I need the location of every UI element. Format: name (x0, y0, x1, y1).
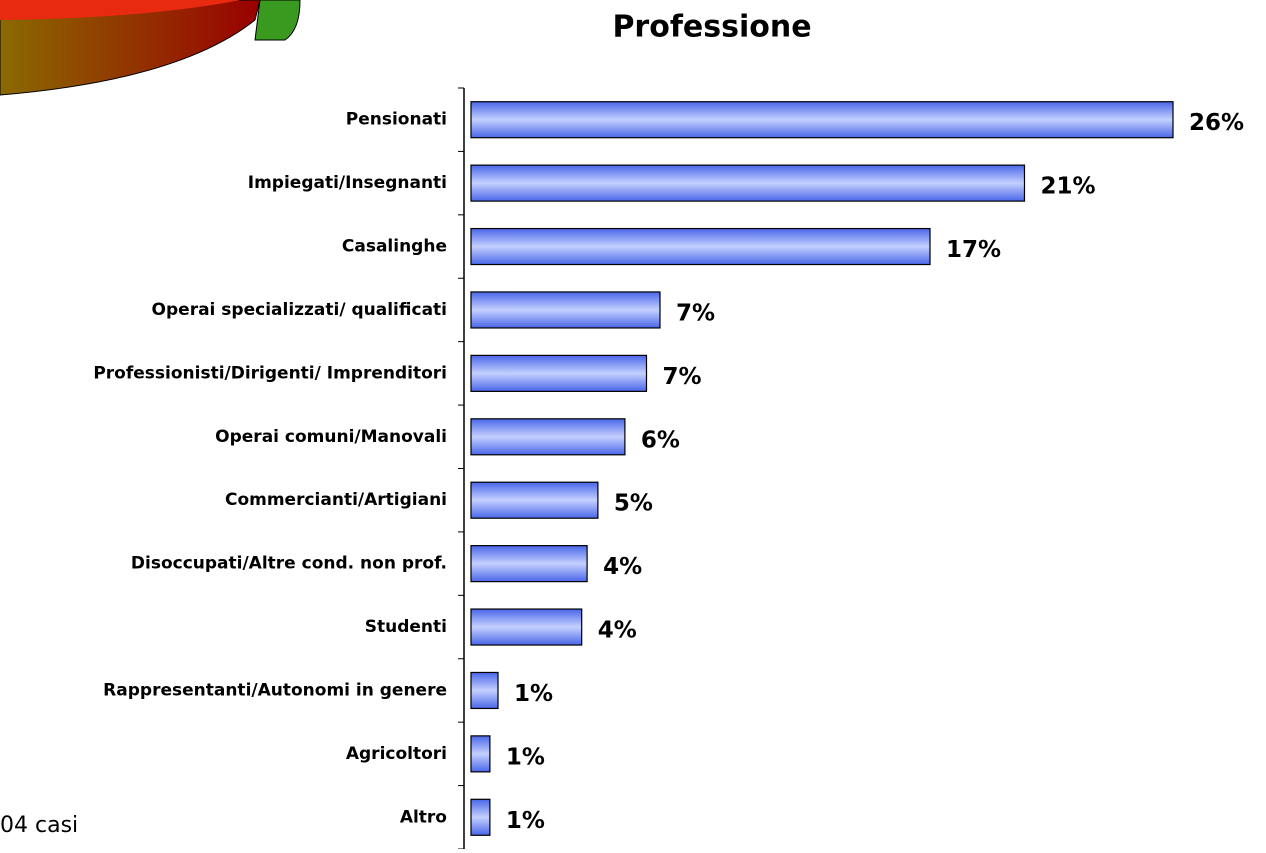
bar (470, 735, 491, 773)
y-tick-label: Rappresentanti/Autonomi in genere (103, 680, 447, 700)
value-label: 17% (946, 237, 1001, 263)
value-label: 1% (506, 808, 545, 834)
bar (470, 354, 648, 392)
y-tick-label: Pensionati (346, 110, 447, 130)
value-label: 7% (663, 364, 702, 390)
y-tick-label: Agricoltori (346, 744, 447, 764)
y-tick-label: Impiegati/Insegnanti (248, 173, 447, 193)
chart-title: Professione (612, 10, 811, 45)
value-label: 6% (641, 427, 680, 453)
y-tick-label: Studenti (365, 617, 447, 637)
bar (470, 101, 1174, 139)
value-label: 21% (1041, 174, 1096, 200)
footnote: 04 casi (0, 813, 78, 838)
value-label: 7% (676, 300, 715, 326)
bar (470, 608, 583, 646)
value-label: 1% (506, 744, 545, 770)
value-label: 26% (1189, 110, 1244, 136)
value-label: 4% (598, 618, 637, 644)
y-tick-label: Commercianti/Artigiani (225, 490, 447, 510)
value-label: 4% (603, 554, 642, 580)
pie-fragment (0, 0, 301, 96)
y-tick-label: Professionisti/Dirigenti/ Imprenditori (93, 363, 447, 383)
y-tick-label: Operai specializzati/ qualificati (152, 300, 447, 320)
value-label: 5% (614, 491, 653, 517)
y-tick-label: Altro (400, 807, 447, 827)
y-tick-label: Disoccupati/Altre cond. non prof. (131, 554, 447, 574)
bar (470, 481, 599, 519)
bar (470, 545, 588, 583)
bar (470, 418, 626, 456)
bar (470, 798, 491, 836)
y-tick-label: Operai comuni/Manovali (215, 427, 447, 447)
bar (470, 291, 661, 329)
bar (470, 671, 499, 710)
bar (470, 227, 931, 266)
bar (470, 164, 1026, 202)
y-tick-label: Casalinghe (342, 237, 447, 257)
value-label: 1% (514, 681, 553, 707)
